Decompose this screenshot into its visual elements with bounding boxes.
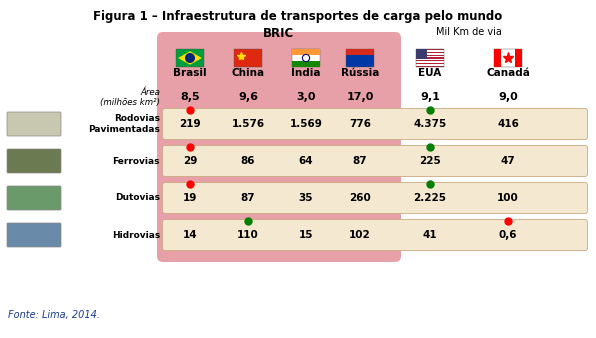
Text: 1.576: 1.576 [231, 119, 265, 129]
Bar [292, 49, 320, 67]
Text: 8,5: 8,5 [180, 92, 200, 102]
FancyBboxPatch shape [7, 112, 61, 136]
Bar [346, 49, 374, 55]
Text: 41: 41 [423, 230, 437, 240]
Text: 87: 87 [353, 156, 367, 166]
Bar [416, 63, 444, 64]
Text: Hidrovias: Hidrovias [112, 231, 160, 240]
Text: Figura 1 – Infraestrutura de transportes de carga pelo mundo: Figura 1 – Infraestrutura de transportes… [94, 10, 502, 23]
Text: Fonte: Lima, 2014.: Fonte: Lima, 2014. [8, 310, 100, 320]
Bar [416, 54, 444, 56]
Bar [416, 49, 427, 59]
Text: 87: 87 [241, 193, 255, 203]
Text: Mil Km de via: Mil Km de via [436, 27, 502, 37]
Text: Brasil: Brasil [173, 68, 207, 78]
Bar [346, 49, 374, 55]
Text: 225: 225 [419, 156, 441, 166]
Text: Rodovias
Pavimentadas: Rodovias Pavimentadas [88, 114, 160, 134]
Text: Área
(milhões km²): Área (milhões km²) [100, 88, 160, 107]
Text: 86: 86 [241, 156, 255, 166]
Text: 64: 64 [299, 156, 313, 166]
FancyBboxPatch shape [163, 219, 588, 250]
Bar [416, 60, 444, 62]
Text: 15: 15 [299, 230, 313, 240]
Bar [416, 57, 444, 59]
Text: 100: 100 [497, 193, 519, 203]
Text: Rússia: Rússia [341, 68, 379, 78]
Bar [292, 61, 320, 67]
Text: 35: 35 [299, 193, 313, 203]
Text: 219: 219 [179, 119, 201, 129]
Text: Canadá: Canadá [486, 68, 530, 78]
Bar [515, 49, 522, 67]
Text: 9,0: 9,0 [498, 92, 518, 102]
Bar [416, 56, 444, 57]
Bar [292, 49, 320, 55]
FancyBboxPatch shape [163, 183, 588, 214]
Circle shape [185, 53, 195, 63]
Text: 1.569: 1.569 [290, 119, 322, 129]
Bar [176, 49, 204, 67]
Bar [416, 49, 444, 67]
Text: BRIC: BRIC [263, 27, 294, 40]
FancyBboxPatch shape [163, 108, 588, 140]
Bar [416, 52, 444, 53]
Bar [416, 66, 444, 67]
Bar [494, 49, 522, 67]
Text: 4.375: 4.375 [414, 119, 446, 129]
Text: 416: 416 [497, 119, 519, 129]
Bar [416, 62, 444, 63]
Text: 47: 47 [501, 156, 516, 166]
FancyBboxPatch shape [7, 223, 61, 247]
Text: 9,6: 9,6 [238, 92, 258, 102]
Polygon shape [178, 51, 202, 65]
Text: 17,0: 17,0 [346, 92, 374, 102]
Text: 3,0: 3,0 [296, 92, 316, 102]
Text: 102: 102 [349, 230, 371, 240]
Text: 776: 776 [349, 119, 371, 129]
Text: Índia: Índia [291, 68, 321, 78]
Bar [416, 50, 444, 52]
Bar [494, 49, 501, 67]
Text: 29: 29 [183, 156, 197, 166]
Bar [416, 59, 444, 60]
Text: China: China [231, 68, 265, 78]
Bar [234, 49, 262, 67]
FancyBboxPatch shape [7, 186, 61, 210]
Text: 110: 110 [237, 230, 259, 240]
Text: Ferrovias: Ferrovias [113, 156, 160, 166]
Text: 0,6: 0,6 [499, 230, 517, 240]
Bar [346, 49, 374, 67]
Bar [416, 49, 444, 50]
Bar [416, 64, 444, 66]
Text: 19: 19 [183, 193, 197, 203]
FancyBboxPatch shape [163, 145, 588, 176]
Text: 9,1: 9,1 [420, 92, 440, 102]
FancyBboxPatch shape [157, 32, 401, 262]
Text: Dutovias: Dutovias [115, 193, 160, 202]
Text: 260: 260 [349, 193, 371, 203]
Bar [416, 53, 444, 54]
Text: EUA: EUA [418, 68, 442, 78]
Text: 14: 14 [183, 230, 197, 240]
Text: 2.225: 2.225 [414, 193, 446, 203]
FancyBboxPatch shape [7, 149, 61, 173]
